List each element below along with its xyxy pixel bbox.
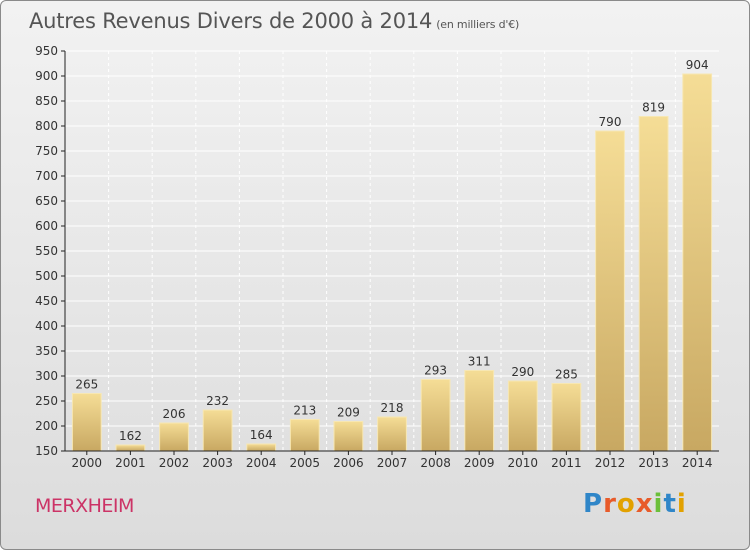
bar bbox=[551, 383, 582, 452]
bar bbox=[333, 421, 364, 452]
data-label: 162 bbox=[119, 429, 142, 443]
proxiti-logo: Proxiti bbox=[583, 489, 687, 519]
bar bbox=[246, 443, 277, 452]
chart-subtitle: (en milliers d'€) bbox=[436, 18, 520, 31]
bar bbox=[420, 379, 451, 452]
bar bbox=[159, 422, 189, 452]
y-tick-label: 250 bbox=[35, 394, 58, 408]
y-tick-label: 500 bbox=[35, 269, 58, 283]
bar bbox=[115, 444, 146, 452]
data-label: 265 bbox=[75, 378, 98, 392]
y-tick-label: 700 bbox=[35, 169, 58, 183]
y-tick-label: 200 bbox=[35, 419, 58, 433]
bar bbox=[71, 393, 102, 452]
bar bbox=[377, 416, 407, 452]
x-tick-label: 2012 bbox=[595, 456, 626, 470]
labels: 150 200 250 300 350 400 450 500 550 600 650 700 750 8… bbox=[35, 44, 712, 470]
bar bbox=[682, 73, 713, 452]
x-tick-label: 2006 bbox=[333, 456, 364, 470]
x-tick-label: 2002 bbox=[159, 456, 190, 470]
y-tick-label: 950 bbox=[35, 44, 58, 58]
data-label: 285 bbox=[555, 368, 578, 382]
x-tick-label: 2014 bbox=[682, 456, 713, 470]
x-tick-label: 2000 bbox=[72, 456, 103, 470]
y-tick-label: 400 bbox=[35, 319, 58, 333]
y-tick-label: 900 bbox=[35, 69, 58, 83]
x-tick-label: 2009 bbox=[464, 456, 495, 470]
x-tick-label: 2010 bbox=[508, 456, 539, 470]
x-tick-label: 2011 bbox=[551, 456, 582, 470]
y-tick-label: 650 bbox=[35, 194, 58, 208]
y-tick-label: 150 bbox=[35, 444, 58, 458]
bar bbox=[202, 409, 233, 452]
data-label: 164 bbox=[250, 428, 273, 442]
y-tick-label: 750 bbox=[35, 144, 58, 158]
y-tick-label: 450 bbox=[35, 294, 58, 308]
chart-title-text: Autres Revenus Divers de 2000 à 2014 bbox=[29, 9, 433, 33]
data-label: 819 bbox=[642, 101, 665, 115]
bar bbox=[507, 380, 538, 452]
data-label: 293 bbox=[424, 364, 447, 378]
x-tick-label: 2005 bbox=[290, 456, 321, 470]
data-label: 209 bbox=[337, 406, 360, 420]
data-label: 290 bbox=[511, 365, 534, 379]
bars bbox=[71, 73, 713, 452]
data-label: 904 bbox=[686, 58, 709, 72]
x-tick-label: 2008 bbox=[420, 456, 451, 470]
data-label: 232 bbox=[206, 394, 229, 408]
chart-title: Autres Revenus Divers de 2000 à 2014 (en … bbox=[29, 9, 519, 33]
y-tick-label: 350 bbox=[35, 344, 58, 358]
x-tick-label: 2001 bbox=[115, 456, 146, 470]
y-tick-label: 850 bbox=[35, 94, 58, 108]
axes bbox=[61, 50, 719, 455]
x-tick-label: 2013 bbox=[638, 456, 669, 470]
data-label: 790 bbox=[599, 115, 622, 129]
data-label: 311 bbox=[468, 355, 491, 369]
bar bbox=[464, 370, 495, 452]
x-tick-label: 2007 bbox=[377, 456, 408, 470]
data-label: 213 bbox=[293, 404, 316, 418]
y-tick-label: 550 bbox=[35, 244, 58, 258]
y-tick-label: 600 bbox=[35, 219, 58, 233]
bar bbox=[638, 116, 669, 452]
y-tick-label: 800 bbox=[35, 119, 58, 133]
data-label: 206 bbox=[163, 407, 186, 421]
bar bbox=[595, 130, 625, 452]
y-tick-label: 300 bbox=[35, 369, 58, 383]
data-label: 218 bbox=[381, 401, 404, 415]
bar bbox=[289, 419, 320, 452]
x-tick-label: 2003 bbox=[202, 456, 233, 470]
x-tick-label: 2004 bbox=[246, 456, 277, 470]
place-name: MERXHEIM bbox=[35, 495, 134, 517]
